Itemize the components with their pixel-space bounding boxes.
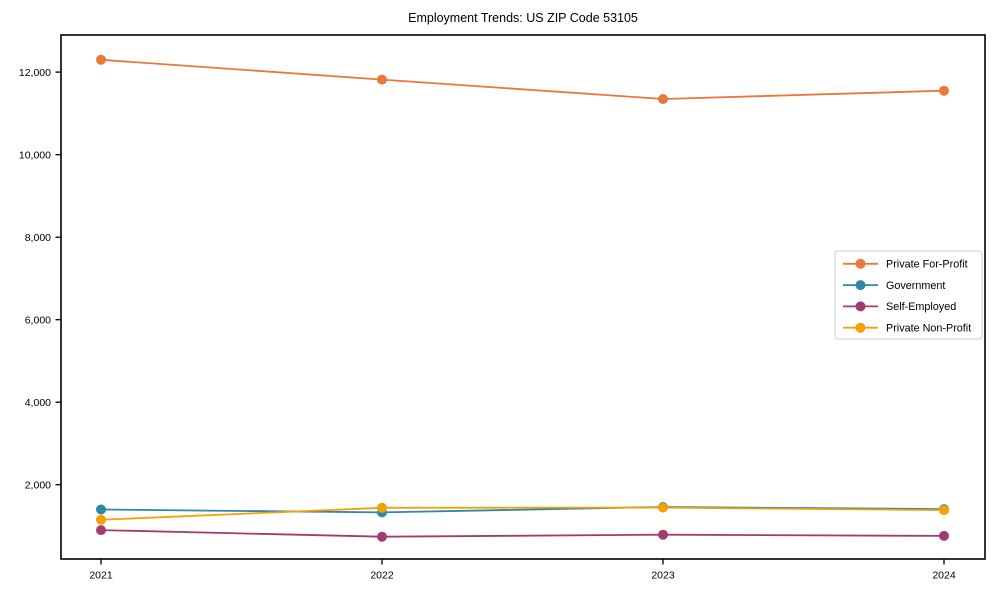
- plot-frame: [60, 34, 986, 560]
- legend-label-government: Government: [886, 280, 945, 292]
- x-axis-tick-label: 2023: [651, 570, 675, 582]
- series-point-self-employed: [377, 531, 387, 542]
- legend-label-self-employed: Self-Employed: [886, 301, 956, 313]
- series-line-private-for-profit: [100, 58, 945, 100]
- legend-sample-marker-self-employed: [855, 301, 866, 312]
- series-point-private-for-profit: [939, 85, 949, 96]
- series-point-government: [96, 504, 106, 515]
- series-point-self-employed: [658, 529, 668, 540]
- series-point-self-employed: [96, 525, 106, 536]
- series-point-private-for-profit: [96, 54, 106, 65]
- y-axis-tick-label: 10,000: [19, 150, 51, 162]
- series-point-self-employed: [939, 530, 949, 541]
- x-axis-tick-label: 2021: [89, 570, 113, 582]
- y-axis-tick-label: 12,000: [19, 67, 51, 79]
- series-line-private-non-profit: [100, 506, 945, 521]
- series-point-private-non-profit: [377, 502, 387, 513]
- x-axis-tick-label: 2022: [370, 570, 394, 582]
- legend-sample-marker-private-non-profit: [855, 322, 866, 333]
- legend-sample-marker-private-for-profit: [855, 258, 866, 269]
- series-point-private-non-profit: [658, 502, 668, 513]
- legend-label-private-non-profit: Private Non-Profit: [886, 323, 971, 335]
- x-axis-tick-label: 2024: [932, 570, 956, 582]
- legend-label-private-for-profit: Private For-Profit: [886, 259, 968, 271]
- y-axis-tick-label: 8,000: [25, 232, 51, 244]
- series-point-private-for-profit: [377, 74, 387, 85]
- legend-sample-marker-government: [855, 280, 866, 291]
- series-point-private-for-profit: [658, 94, 668, 104]
- series-point-private-non-profit: [96, 514, 106, 525]
- y-axis-tick-label: 4,000: [25, 397, 51, 409]
- legend-box: [834, 250, 983, 340]
- y-axis-tick-label: 6,000: [25, 315, 51, 327]
- series-line-self-employed: [100, 529, 945, 538]
- y-axis-tick-label: 2,000: [25, 480, 51, 492]
- series-point-private-non-profit: [939, 505, 949, 516]
- chart-title: Employment Trends: US ZIP Code 53105: [408, 11, 638, 25]
